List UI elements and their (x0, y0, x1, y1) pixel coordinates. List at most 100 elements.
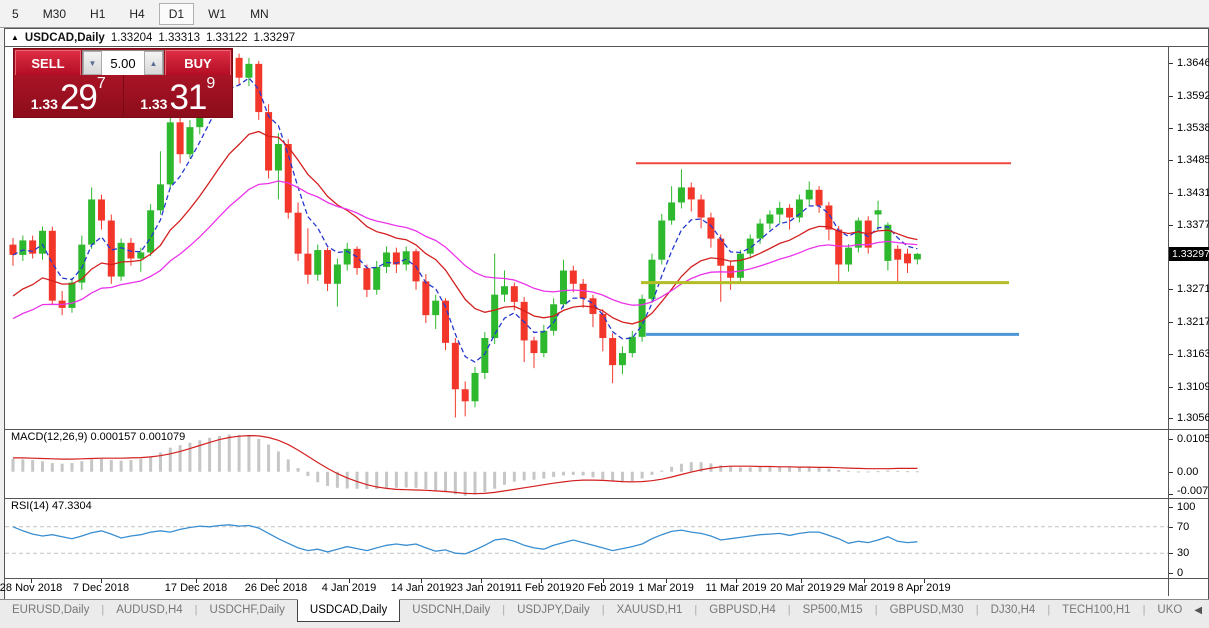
axis-tick (1169, 439, 1173, 441)
price-tick-1.35920: 1.35920 (1177, 89, 1209, 102)
tab-separator: | (694, 604, 698, 616)
axis-tick (801, 579, 802, 583)
date-label-26-dec-2018: 26 Dec 2018 (244, 582, 308, 594)
date-label-11-feb-2019: 11 Feb 2019 (510, 582, 572, 594)
rsi-label: RSI(14) 47.3304 (11, 500, 92, 512)
timeframe-h4[interactable]: H4 (129, 6, 145, 21)
sell-button[interactable]: SELL (15, 50, 81, 76)
axis-tick (541, 579, 542, 583)
axis-tick (1169, 225, 1173, 227)
date-label-11-mar-2019: 11 Mar 2019 (705, 582, 767, 594)
chart-window[interactable]: ▲ USDCAD,Daily 1.33204 1.33313 1.33122 1… (0, 28, 1209, 600)
axis-tick (1169, 386, 1173, 388)
tab-usdcad-daily[interactable]: USDCAD,Daily (296, 599, 401, 622)
sell-price[interactable]: 1.33 29 7 (14, 75, 124, 117)
tab-audusd-h4[interactable]: AUDUSD,H4 (116, 604, 183, 616)
tab-separator: | (502, 604, 506, 616)
tab-separator: | (787, 604, 791, 616)
price-tick-1.32710: 1.32710 (1177, 283, 1209, 296)
axis-tick (736, 579, 737, 583)
time-axis-separator (5, 578, 1208, 579)
price-tick-1.31630: 1.31630 (1177, 348, 1209, 361)
timeframe-h1[interactable]: H1 (90, 6, 106, 21)
tab-separator: | (601, 604, 605, 616)
axis-tick (349, 579, 350, 583)
axis-tick (481, 579, 482, 583)
timeframe-mn[interactable]: MN (250, 6, 269, 21)
macd-pane-separator (5, 429, 1208, 430)
rsi-tick-70: 70 (1177, 520, 1190, 533)
buy-button[interactable]: BUY (165, 50, 231, 76)
axis-tick (421, 579, 422, 583)
tab-gbpusd-h4[interactable]: GBPUSD,H4 (709, 604, 776, 616)
tab-separator: | (1047, 604, 1051, 616)
buy-price-sup: 9 (206, 75, 216, 92)
rsi-pane-separator (5, 498, 1208, 499)
timeframe-m30[interactable]: M30 (42, 6, 67, 21)
date-label-7-dec-2018: 7 Dec 2018 (72, 582, 130, 594)
collapse-triangle-icon[interactable]: ▲ (11, 33, 19, 42)
axis-tick (1169, 192, 1173, 194)
macd-label: MACD(12,26,9) 0.000157 0.001079 (11, 431, 186, 443)
axis-tick (1169, 471, 1173, 473)
sell-price-prefix: 1.33 (30, 96, 58, 112)
date-label-28-nov-2018: 28 Nov 2018 (0, 582, 63, 594)
tab-usdcnh-daily[interactable]: USDCNH,Daily (412, 604, 491, 616)
rsi-tick-0: 0 (1177, 567, 1184, 579)
axis-tick (101, 579, 102, 583)
date-label-29-mar-2019: 29 Mar 2019 (833, 582, 895, 594)
axis-tick (1169, 159, 1173, 161)
date-label-23-jan-2019: 23 Jan 2019 (450, 582, 512, 594)
axis-tick (1169, 95, 1173, 97)
tab-dj30-h4[interactable]: DJ30,H4 (990, 604, 1036, 616)
timeframe-toolbar: 5 M30 H1 H4 D1 W1 MN (0, 0, 1209, 28)
date-label-4-jan-2019: 4 Jan 2019 (321, 582, 377, 594)
ohlc-open: 1.33204 (110, 31, 153, 44)
tab-usdjpy-daily[interactable]: USDJPY,Daily (517, 604, 590, 616)
axis-tick (666, 579, 667, 583)
price-axis-border (1168, 46, 1169, 596)
axis-tick (1169, 573, 1173, 574)
timeframe-w1[interactable]: W1 (208, 6, 227, 21)
axis-tick (864, 579, 865, 583)
axis-tick (1169, 418, 1173, 420)
axis-tick (1169, 553, 1173, 555)
volume-increase-icon[interactable]: ▲ (144, 51, 163, 75)
timeframe-d1[interactable]: D1 (158, 2, 195, 25)
axis-tick (1169, 494, 1173, 496)
rsi-tick-30: 30 (1177, 547, 1190, 560)
tab-usdchf-daily[interactable]: USDCHF,Daily (209, 604, 285, 616)
volume-decrease-icon[interactable]: ▼ (83, 51, 102, 75)
axis-tick (31, 579, 32, 583)
tab-separator: | (101, 604, 105, 616)
price-tick-1.34315: 1.34315 (1177, 186, 1209, 199)
tab-uko[interactable]: UKO (1157, 604, 1183, 616)
ohlc-low: 1.33122 (205, 31, 248, 44)
tab-scroll-left-icon[interactable]: ◀ (1194, 605, 1203, 616)
tab-xauusd-h1[interactable]: XAUUSD,H1 (616, 604, 683, 616)
tab-eurusd-daily[interactable]: EURUSD,Daily (12, 604, 90, 616)
date-label-8-apr-2019: 8 Apr 2019 (897, 582, 951, 594)
one-click-trading-panel: SELL ▼ 5.00 ▲ BUY 1.33 29 7 1.33 31 9 (13, 48, 233, 118)
chart-canvas[interactable] (5, 29, 1208, 599)
tab-sp500-m15[interactable]: SP500,M15 (802, 604, 863, 616)
date-label-20-feb-2019: 20 Feb 2019 (572, 582, 634, 594)
timeframe-5[interactable]: 5 (12, 6, 19, 21)
buy-price-big: 31 (169, 78, 207, 117)
axis-tick (276, 579, 277, 583)
title-separator (5, 46, 1208, 47)
tab-tech100-h1[interactable]: TECH100,H1 (1062, 604, 1131, 616)
axis-tick (1169, 128, 1173, 130)
price-tick-1.34855: 1.34855 (1177, 153, 1209, 166)
chart-title-row: ▲ USDCAD,Daily 1.33204 1.33313 1.33122 1… (5, 29, 1208, 46)
price-tick-1.35380: 1.35380 (1177, 122, 1209, 135)
macd-tick-0.010525: 0.010525 (1177, 433, 1209, 446)
chart-symbol: USDCAD,Daily (24, 31, 105, 44)
buy-price[interactable]: 1.33 31 9 (123, 75, 232, 117)
volume-input[interactable]: 5.00 (102, 51, 144, 75)
tab-separator: | (874, 604, 878, 616)
tab-gbpusd-m30[interactable]: GBPUSD,M30 (889, 604, 964, 616)
current-price-tag: 1.33297 (1169, 246, 1209, 261)
axis-tick (1169, 354, 1173, 356)
